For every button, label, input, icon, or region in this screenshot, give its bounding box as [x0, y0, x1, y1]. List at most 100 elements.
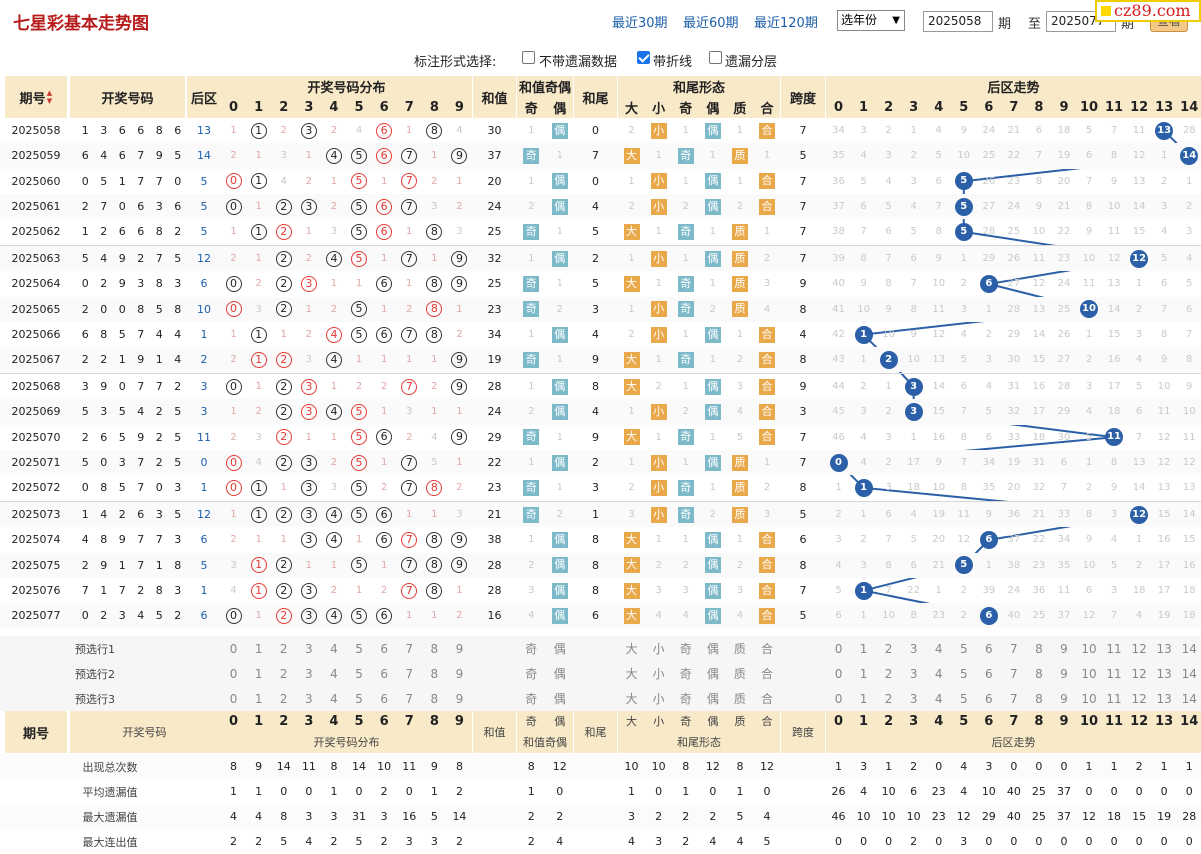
preselect-back-digit[interactable]: 5	[959, 691, 968, 706]
preselect-back-digit[interactable]: 9	[1060, 691, 1068, 706]
preselect-digit[interactable]: 4	[330, 666, 338, 681]
preselect-back-digit[interactable]: 14	[1181, 641, 1197, 656]
preselect-back-digit[interactable]: 0	[834, 641, 843, 656]
preselect-shape[interactable]: 大	[625, 642, 638, 656]
preselect-digit[interactable]: 8	[430, 691, 439, 706]
preselect-back-digit[interactable]: 10	[1081, 691, 1097, 706]
preselect-back-digit[interactable]: 10	[1081, 666, 1097, 681]
preselect-shape[interactable]: 奇	[679, 642, 692, 656]
preselect-shape[interactable]: 大	[625, 667, 638, 681]
preselect-back-digit[interactable]: 0	[834, 666, 843, 681]
preselect-digit[interactable]: 4	[330, 641, 338, 656]
preselect-shape[interactable]: 合	[761, 642, 774, 656]
preselect-digit[interactable]: 3	[305, 666, 313, 681]
preselect-back-digit[interactable]: 0	[834, 691, 843, 706]
preselect-digit[interactable]: 2	[279, 666, 288, 681]
preselect-parity[interactable]: 偶	[553, 667, 566, 681]
preselect-parity[interactable]: 奇	[525, 642, 538, 656]
preselect-digit[interactable]: 9	[455, 666, 464, 681]
preselect-back-digit[interactable]: 1	[859, 666, 868, 681]
preselect-digit[interactable]: 8	[430, 666, 439, 681]
preselect-digit[interactable]: 2	[279, 641, 288, 656]
preselect-shape[interactable]: 偶	[706, 667, 719, 681]
opt-layer-label[interactable]: 遗漏分层	[725, 55, 778, 70]
preselect-shape[interactable]: 合	[761, 667, 774, 681]
preselect-parity[interactable]: 奇	[525, 692, 538, 706]
preselect-digit[interactable]: 0	[229, 641, 238, 656]
site-logo[interactable]: cz89.com	[1095, 0, 1201, 22]
preselect-digit[interactable]: 2	[279, 691, 288, 706]
preselect-parity[interactable]: 偶	[553, 692, 566, 706]
preselect-back-digit[interactable]: 13	[1156, 666, 1172, 681]
preselect-shape[interactable]: 偶	[706, 692, 719, 706]
preselect-back-digit[interactable]: 6	[985, 691, 993, 706]
preselect-digit[interactable]: 3	[305, 641, 313, 656]
preselect-back-digit[interactable]: 7	[1010, 666, 1018, 681]
preselect-back-digit[interactable]: 1	[859, 691, 868, 706]
preselect-digit[interactable]: 7	[405, 691, 414, 706]
preselect-back-digit[interactable]: 8	[1035, 691, 1043, 706]
preselect-shape[interactable]: 合	[761, 692, 774, 706]
opt-layer-checkbox[interactable]	[709, 51, 722, 64]
preselect-shape[interactable]: 小	[652, 642, 665, 656]
preselect-back-digit[interactable]: 4	[934, 666, 943, 681]
preselect-digit[interactable]: 5	[355, 691, 363, 706]
col-period-header[interactable]: 期号 ▲▼	[5, 76, 67, 118]
preselect-shape[interactable]: 质	[733, 667, 746, 681]
preselect-back-digit[interactable]: 4	[934, 691, 943, 706]
preselect-shape[interactable]: 小	[652, 667, 665, 681]
year-select[interactable]: 选年份 ▼	[837, 10, 905, 31]
preselect-digit[interactable]: 5	[355, 641, 363, 656]
preselect-back-digit[interactable]: 7	[1010, 641, 1018, 656]
opt-no-miss-checkbox[interactable]	[522, 51, 535, 64]
preselect-back-digit[interactable]: 12	[1131, 666, 1147, 681]
preselect-digit[interactable]: 6	[380, 666, 388, 681]
preselect-back-digit[interactable]: 12	[1131, 691, 1147, 706]
preselect-digit[interactable]: 8	[430, 641, 439, 656]
preselect-digit[interactable]: 6	[380, 641, 388, 656]
preselect-shape[interactable]: 质	[733, 692, 746, 706]
opt-line-checkbox[interactable]	[637, 51, 650, 64]
preselect-label[interactable]: 预选行1	[75, 642, 115, 656]
preselect-back-digit[interactable]: 9	[1060, 641, 1068, 656]
preselect-back-digit[interactable]: 14	[1181, 691, 1197, 706]
preselect-back-digit[interactable]: 3	[909, 691, 918, 706]
preselect-shape[interactable]: 奇	[679, 692, 692, 706]
preselect-digit[interactable]: 7	[405, 641, 414, 656]
preselect-back-digit[interactable]: 9	[1060, 666, 1068, 681]
preselect-back-digit[interactable]: 12	[1131, 641, 1147, 656]
preselect-digit[interactable]: 9	[455, 691, 464, 706]
preselect-shape[interactable]: 大	[625, 692, 638, 706]
preselect-back-digit[interactable]: 5	[959, 641, 968, 656]
preselect-digit[interactable]: 7	[405, 666, 414, 681]
preselect-back-digit[interactable]: 5	[959, 666, 968, 681]
preselect-back-digit[interactable]: 13	[1156, 691, 1172, 706]
preselect-back-digit[interactable]: 6	[985, 666, 993, 681]
preselect-back-digit[interactable]: 11	[1106, 666, 1122, 681]
link-recent-30[interactable]: 最近30期	[612, 16, 668, 31]
preselect-digit[interactable]: 0	[229, 666, 238, 681]
preselect-digit[interactable]: 6	[380, 691, 388, 706]
preselect-back-digit[interactable]: 2	[884, 691, 893, 706]
preselect-shape[interactable]: 偶	[706, 642, 719, 656]
link-recent-120[interactable]: 最近120期	[754, 16, 818, 31]
preselect-digit[interactable]: 4	[330, 691, 338, 706]
preselect-back-digit[interactable]: 3	[909, 641, 918, 656]
preselect-label[interactable]: 预选行3	[75, 692, 115, 706]
preselect-back-digit[interactable]: 2	[884, 641, 893, 656]
preselect-shape[interactable]: 奇	[679, 667, 692, 681]
preselect-shape[interactable]: 小	[652, 692, 665, 706]
preselect-parity[interactable]: 奇	[525, 667, 538, 681]
link-recent-60[interactable]: 最近60期	[683, 16, 739, 31]
preselect-label[interactable]: 预选行2	[75, 667, 115, 681]
preselect-digit[interactable]: 1	[254, 666, 263, 681]
preselect-back-digit[interactable]: 10	[1081, 641, 1097, 656]
opt-line-label[interactable]: 带折线	[653, 55, 693, 70]
preselect-shape[interactable]: 质	[733, 642, 746, 656]
preselect-back-digit[interactable]: 11	[1106, 641, 1122, 656]
preselect-parity[interactable]: 偶	[553, 642, 566, 656]
from-period-input[interactable]: 2025058	[923, 11, 993, 32]
preselect-digit[interactable]: 9	[455, 641, 464, 656]
preselect-back-digit[interactable]: 8	[1035, 641, 1043, 656]
preselect-back-digit[interactable]: 11	[1106, 691, 1122, 706]
